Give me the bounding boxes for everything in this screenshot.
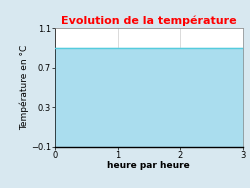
X-axis label: heure par heure: heure par heure [108,161,190,170]
Title: Evolution de la température: Evolution de la température [61,16,236,26]
Y-axis label: Température en °C: Température en °C [20,45,29,130]
